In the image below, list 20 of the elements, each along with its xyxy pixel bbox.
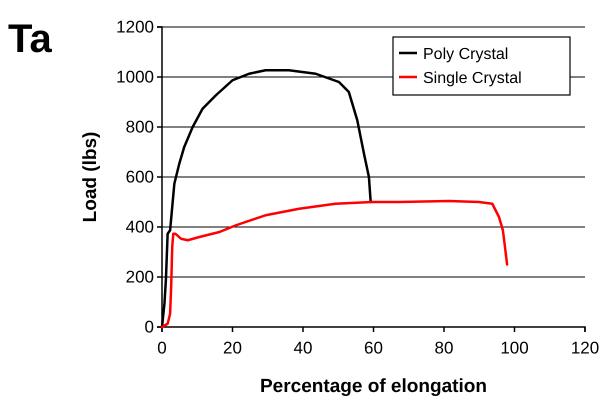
x-tick-label: 80 [434,338,454,358]
line-series [160,200,508,328]
text: Ta [8,17,52,61]
y-tick-label: 0 [144,317,154,336]
legend-label: Single Crystal [423,70,522,87]
y-tick-label: 800 [126,117,154,136]
x-tick-label: 0 [157,338,167,358]
legend-label: Poly Crystal [423,46,508,63]
x-tick-label: 40 [294,338,312,358]
x-tick-label: 100 [500,338,529,358]
x-axis-title: Percentage of elongation [260,376,487,397]
y-tick-label: 600 [126,167,154,186]
y-tick-label: 1200 [116,17,154,36]
y-tick-label: 200 [126,267,154,286]
x-tick-label: 60 [364,338,383,358]
y-tick-label: 400 [126,217,154,236]
y-axis-title: Load (lbs) [80,132,101,222]
y-tick-label: 1000 [116,67,154,86]
x-tick-label: 20 [223,338,242,358]
x-tick-label: 120 [570,338,600,358]
